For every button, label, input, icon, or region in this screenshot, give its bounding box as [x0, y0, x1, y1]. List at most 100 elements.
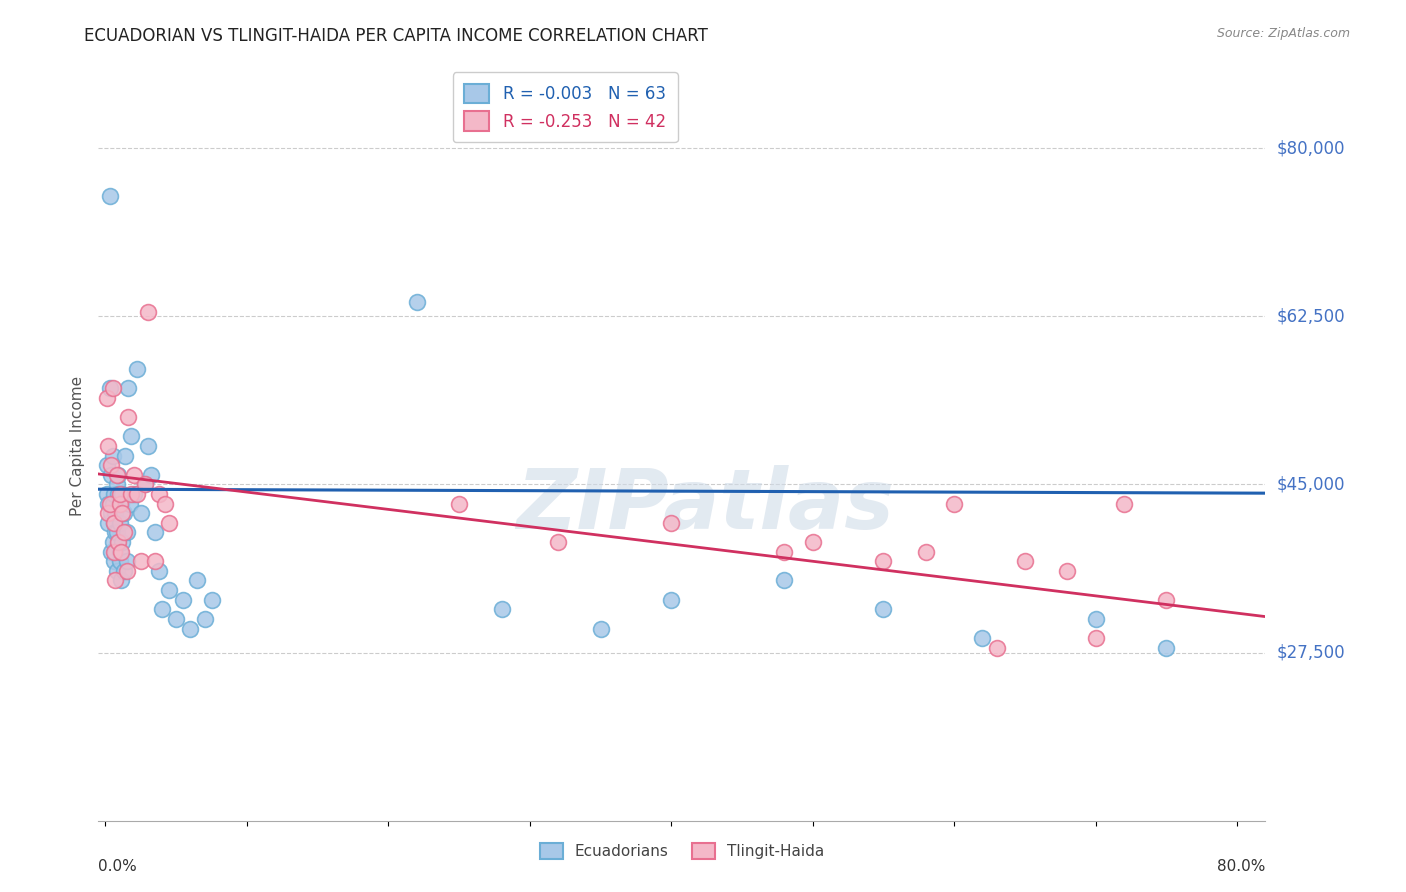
Point — [122, 487, 145, 501]
Point — [100, 467, 122, 482]
Point — [100, 544, 122, 558]
Point — [117, 381, 139, 395]
Point — [96, 458, 118, 473]
Point — [120, 429, 142, 443]
Text: Source: ZipAtlas.com: Source: ZipAtlas.com — [1216, 27, 1350, 40]
Point — [112, 525, 135, 540]
Point — [111, 535, 134, 549]
Point — [491, 602, 513, 616]
Point — [165, 612, 187, 626]
Point — [405, 294, 427, 309]
Point — [659, 516, 682, 530]
Point — [101, 381, 124, 395]
Point — [107, 467, 129, 482]
Point — [157, 583, 180, 598]
Point — [129, 506, 152, 520]
Point — [115, 554, 138, 568]
Point — [105, 525, 128, 540]
Point — [108, 487, 131, 501]
Point — [153, 497, 176, 511]
Point — [111, 506, 134, 520]
Point — [773, 544, 796, 558]
Point — [104, 574, 127, 588]
Point — [97, 506, 120, 520]
Point — [134, 477, 156, 491]
Point — [1056, 564, 1078, 578]
Point — [139, 467, 162, 482]
Point — [115, 525, 138, 540]
Point — [105, 467, 128, 482]
Text: $45,000: $45,000 — [1277, 475, 1346, 493]
Point — [1112, 497, 1135, 511]
Point — [98, 189, 121, 203]
Point — [872, 554, 894, 568]
Point — [172, 592, 194, 607]
Point — [125, 487, 148, 501]
Point — [110, 497, 132, 511]
Point — [104, 506, 127, 520]
Point — [110, 544, 132, 558]
Point — [108, 544, 131, 558]
Point — [104, 525, 127, 540]
Point — [449, 497, 471, 511]
Point — [986, 640, 1008, 655]
Point — [148, 487, 170, 501]
Text: 80.0%: 80.0% — [1218, 859, 1265, 874]
Text: $27,500: $27,500 — [1277, 643, 1346, 662]
Point — [157, 516, 180, 530]
Text: ZIPatlas: ZIPatlas — [516, 466, 894, 547]
Point — [589, 622, 612, 636]
Point — [103, 516, 125, 530]
Point — [143, 554, 166, 568]
Point — [101, 497, 124, 511]
Point — [143, 525, 166, 540]
Point — [915, 544, 938, 558]
Point — [129, 554, 152, 568]
Point — [110, 574, 132, 588]
Point — [100, 506, 122, 520]
Point — [125, 362, 148, 376]
Point — [136, 439, 159, 453]
Point — [115, 564, 138, 578]
Point — [108, 497, 131, 511]
Point — [136, 304, 159, 318]
Point — [114, 449, 136, 463]
Point — [117, 410, 139, 425]
Point — [107, 487, 129, 501]
Point — [120, 487, 142, 501]
Point — [943, 497, 966, 511]
Point — [105, 477, 128, 491]
Y-axis label: Per Capita Income: Per Capita Income — [69, 376, 84, 516]
Point — [150, 602, 173, 616]
Point — [179, 622, 201, 636]
Point — [107, 535, 129, 549]
Point — [98, 381, 121, 395]
Legend: Ecuadorians, Tlingit-Haida: Ecuadorians, Tlingit-Haida — [534, 838, 830, 865]
Point — [105, 564, 128, 578]
Point — [972, 631, 994, 645]
Point — [108, 554, 131, 568]
Point — [148, 564, 170, 578]
Point — [100, 458, 122, 473]
Text: ECUADORIAN VS TLINGIT-HAIDA PER CAPITA INCOME CORRELATION CHART: ECUADORIAN VS TLINGIT-HAIDA PER CAPITA I… — [84, 27, 709, 45]
Point — [97, 497, 120, 511]
Point — [1014, 554, 1036, 568]
Point — [547, 535, 569, 549]
Point — [112, 506, 135, 520]
Point — [98, 497, 121, 511]
Text: $62,500: $62,500 — [1277, 308, 1346, 326]
Point — [103, 554, 125, 568]
Point — [773, 574, 796, 588]
Point — [111, 487, 134, 501]
Point — [96, 487, 118, 501]
Point — [1156, 640, 1178, 655]
Point — [101, 535, 124, 549]
Point — [96, 391, 118, 405]
Point — [200, 592, 222, 607]
Point — [193, 612, 215, 626]
Point — [659, 592, 682, 607]
Text: 0.0%: 0.0% — [98, 859, 138, 874]
Point — [104, 544, 127, 558]
Point — [1156, 592, 1178, 607]
Point — [103, 516, 125, 530]
